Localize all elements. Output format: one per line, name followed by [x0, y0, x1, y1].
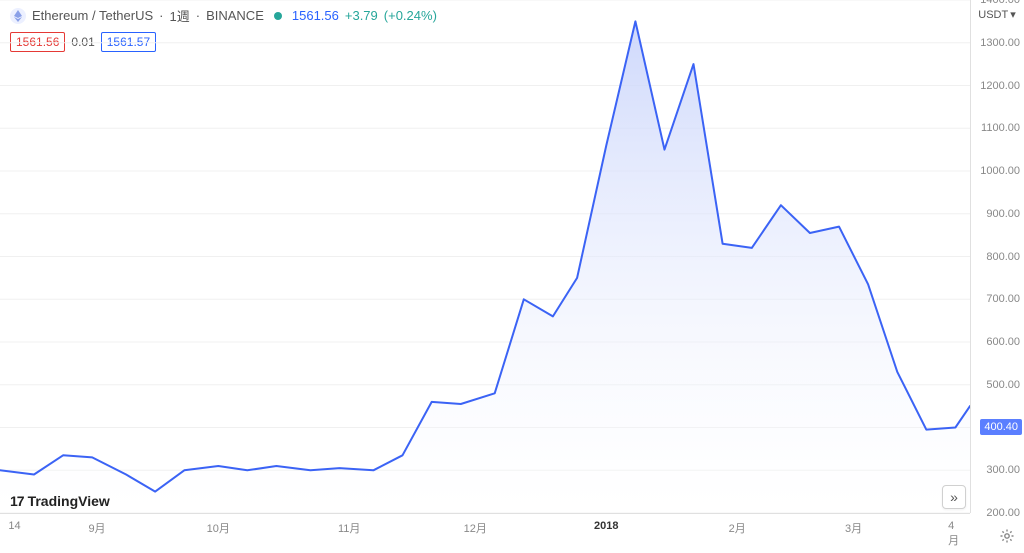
- y-tick-label: 1300.00: [980, 37, 1020, 49]
- y-tick-label: 1400.00: [980, 0, 1020, 6]
- tradingview-logo[interactable]: 17 TradingView: [10, 493, 110, 509]
- y-tick-label: 800.00: [986, 251, 1020, 263]
- x-tick-label: 11月: [338, 520, 360, 536]
- last-price-axis-label: 400.40: [980, 419, 1022, 435]
- y-tick-label: 1100.00: [981, 122, 1020, 134]
- y-tick-label: 300.00: [986, 464, 1020, 476]
- chart-area[interactable]: [0, 0, 970, 513]
- y-tick-label: 1000.00: [980, 165, 1020, 177]
- x-tick-label: 2018: [594, 520, 618, 532]
- y-axis[interactable]: 200.00300.00400.00500.00600.00700.00800.…: [970, 0, 1024, 513]
- tv-logo-mark: 17: [10, 493, 24, 509]
- x-tick-label: 14: [8, 520, 20, 532]
- chart-settings-button[interactable]: [996, 525, 1018, 547]
- x-tick-label: 3月: [845, 520, 862, 536]
- y-tick-label: 500.00: [986, 379, 1020, 391]
- y-axis-line: [970, 0, 971, 513]
- y-tick-label: 700.00: [986, 293, 1020, 305]
- x-tick-label: 4月: [948, 520, 963, 548]
- x-tick-label: 2月: [729, 520, 746, 536]
- chevron-double-right-icon: »: [950, 489, 958, 505]
- x-tick-label: 12月: [464, 520, 487, 536]
- gear-icon: [999, 528, 1015, 544]
- tv-logo-text: TradingView: [28, 493, 110, 509]
- goto-latest-button[interactable]: »: [942, 485, 966, 509]
- y-tick-label: 200.00: [986, 507, 1020, 519]
- x-axis[interactable]: 14 9月 10月 11月 12月 2018 2月 3月 4月: [0, 513, 970, 553]
- y-tick-label: 900.00: [986, 208, 1020, 220]
- x-tick-label: 10月: [207, 520, 230, 536]
- x-tick-label: 9月: [88, 520, 105, 536]
- y-tick-label: 1200.00: [980, 80, 1020, 92]
- y-tick-label: 600.00: [986, 336, 1020, 348]
